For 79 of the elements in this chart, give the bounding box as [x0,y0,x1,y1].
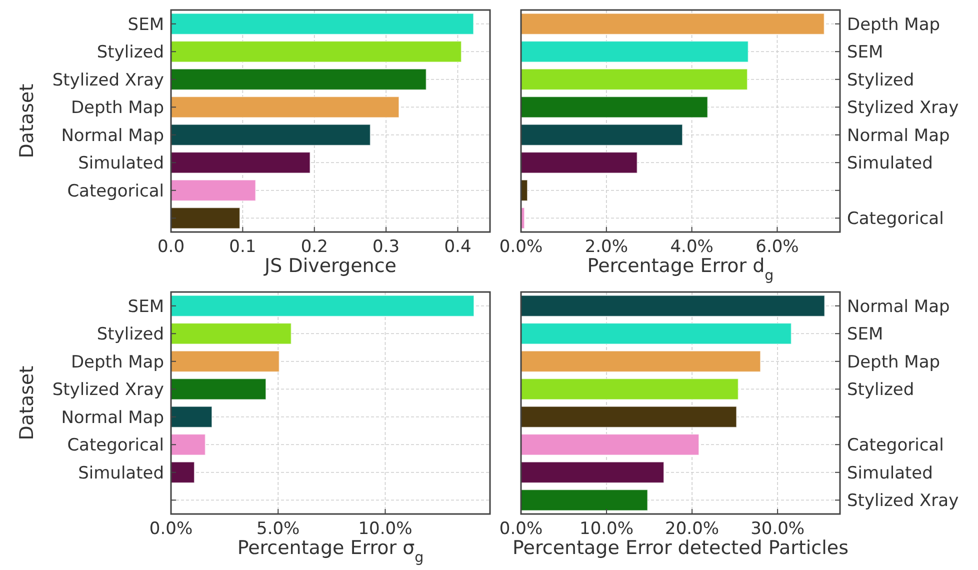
x-tick-label: 5.0% [256,519,300,539]
bar [520,295,826,317]
x-axis-title: Percentage Error detected Particles [512,537,848,559]
y-axis-title: Dataset [16,84,38,158]
x-axis-title: Percentage Error σ$_{g}$ [237,537,424,566]
y-tick-label: Depth Map [70,352,164,372]
y-tick-label: Normal Map [847,296,950,317]
bar [520,406,737,428]
y-tick-label: Normal Map [61,126,164,146]
x-tick-label: 30.0% [750,519,805,539]
bar [170,124,371,146]
bar [170,40,462,62]
x-tick-label: 4.0% [670,237,714,257]
bar [520,434,700,456]
x-tick-label: 10.0% [580,519,634,539]
bar [520,68,748,90]
x-tick-label: 0.0% [499,519,543,539]
x-tick-label: 20.0% [665,519,720,539]
bar [170,180,256,202]
y-tick-label: Stylized Xray [52,380,164,400]
y-tick-label: Stylized Xray [847,98,959,118]
bar [170,152,310,174]
y-tick-label: SEM [847,324,884,345]
x-tick-label: 0.3 [372,237,400,257]
y-tick-label: Simulated [847,154,933,174]
bar [520,462,664,484]
x-tick-label: 0.1 [229,237,256,257]
bar [170,378,266,400]
bar [520,152,638,174]
y-tick-label: Simulated [78,463,164,484]
y-tick-label: SEM [128,296,164,317]
y-tick-label: Depth Map [847,14,940,35]
bar [520,350,761,372]
x-axis-title: Percentage Error d$_{g}$ [587,255,774,284]
y-tick-label: Stylized [847,70,914,90]
y-tick-label: Normal Map [847,126,950,146]
y-tick-label: Simulated [78,154,164,174]
bar [170,68,427,90]
bar [170,462,195,484]
y-tick-label: Categorical [67,181,164,202]
y-tick-label: Categorical [67,436,164,456]
bar [520,322,792,344]
y-tick-label: Categorical [847,209,944,230]
x-tick-label: 10.0% [358,519,412,539]
bar [170,350,280,372]
bar [520,489,648,511]
bar [170,406,212,428]
y-tick-label: Stylized [96,42,164,63]
bar [520,124,683,146]
bar [170,13,474,35]
x-tick-label: 0.2 [300,237,328,257]
bar [520,96,708,118]
x-tick-label: 0.4 [444,237,472,257]
y-tick-label: Stylized [847,380,914,400]
bar [170,434,206,456]
y-tick-label: Depth Map [847,352,940,372]
bar [170,96,400,118]
y-tick-label: SEM [847,42,884,63]
x-tick-label: 0.0% [149,519,193,539]
x-tick-label: 0.0 [157,237,185,257]
x-tick-label: 2.0% [584,237,628,257]
y-tick-label: Simulated [847,463,933,484]
y-axis-title: Dataset [16,366,38,440]
y-tick-label: Depth Map [70,98,164,118]
x-axis-title: JS Divergence [264,255,396,277]
y-tick-label: Stylized [96,324,164,345]
x-tick-label: 6.0% [756,237,799,257]
y-tick-label: Normal Map [61,408,164,428]
y-tick-label: Stylized Xray [52,70,164,90]
bar [520,378,739,400]
y-tick-label: Categorical [847,436,944,456]
x-tick-label: 0.0% [499,237,543,257]
y-tick-label: Stylized Xray [847,491,959,512]
bar [170,207,240,229]
bar [170,322,292,344]
bar [170,295,474,317]
y-tick-label: SEM [128,14,164,35]
bar [520,13,825,35]
bar [520,40,749,62]
